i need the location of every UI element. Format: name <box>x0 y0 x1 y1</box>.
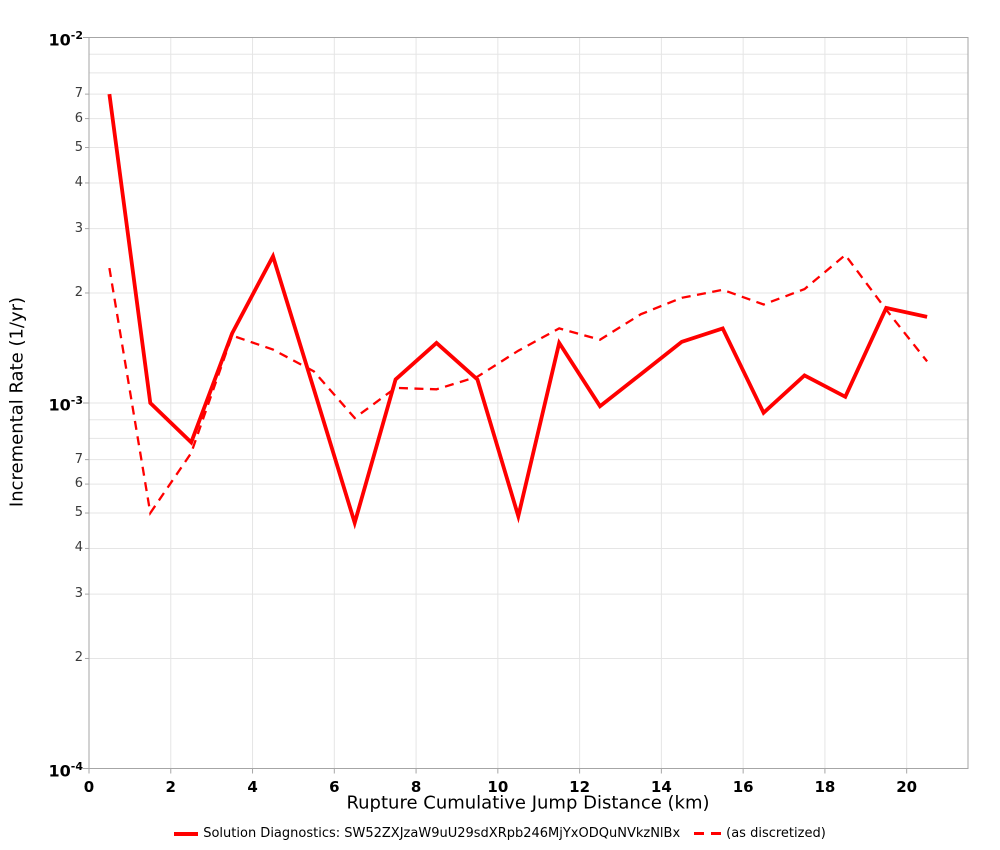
y-minor-tick-label: 5 <box>74 505 83 521</box>
y-minor-tick-label: 7 <box>74 86 83 102</box>
y-minor-tick-label: 4 <box>74 174 83 190</box>
y-major-tick-label: 10-4 <box>48 759 84 780</box>
legend-solid-line-swatch <box>174 831 199 836</box>
legend-dashed-line-swatch <box>694 832 722 835</box>
series-dashed-line <box>108 253 929 517</box>
x-tick-label: 10 <box>487 778 509 796</box>
y-minor-tick-label: 4 <box>74 540 83 556</box>
x-tick-label: 0 <box>83 778 95 796</box>
y-minor-tick-label: 2 <box>74 650 83 666</box>
y-minor-tick-label: 3 <box>74 220 83 236</box>
y-minor-tick-label: 5 <box>74 139 83 155</box>
x-tick-label: 14 <box>650 778 672 796</box>
y-minor-tick-label: 3 <box>74 586 83 602</box>
y-minor-tick-label: 7 <box>74 451 83 467</box>
y-major-tick-label: 10-2 <box>48 28 84 49</box>
y-minor-tick-label: 6 <box>74 476 83 492</box>
x-tick-label: 20 <box>896 778 918 796</box>
x-tick-label: 8 <box>410 778 422 796</box>
x-tick-label: 12 <box>569 778 591 796</box>
y-minor-tick-label: 2 <box>74 284 83 300</box>
legend-label-solution-diagnostics: Solution Diagnostics: SW52ZXJzaW9uU29sdX… <box>203 826 681 841</box>
x-tick-label: 18 <box>814 778 836 796</box>
x-tick-label: 16 <box>732 778 754 796</box>
y-minor-tick-label: 6 <box>74 110 83 126</box>
legend: Solution Diagnostics: SW52ZXJzaW9uU29sdX… <box>0 826 1000 841</box>
x-tick-label: 2 <box>165 778 176 796</box>
y-major-tick-label: 10-3 <box>48 394 84 415</box>
series-solid-line <box>107 93 928 530</box>
x-tick-label: 6 <box>329 778 340 796</box>
x-axis-title: Rupture Cumulative Jump Distance (km) <box>346 792 710 814</box>
x-tick-label: 4 <box>247 778 258 796</box>
legend-label-as-discretized: (as discretized) <box>726 826 826 841</box>
